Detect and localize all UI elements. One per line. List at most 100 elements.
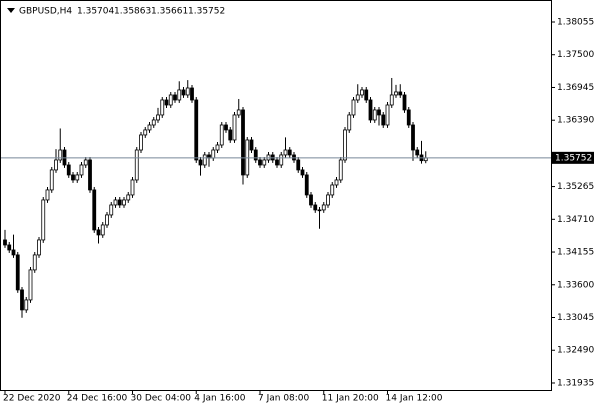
candle-body (177, 89, 182, 101)
candle-body (32, 254, 37, 271)
candle-body (24, 299, 29, 311)
candle-body (330, 184, 335, 196)
candle-body (262, 159, 267, 166)
candle-body (300, 169, 305, 176)
candle-body (406, 109, 411, 126)
candle-body (338, 159, 343, 181)
candle-body (168, 94, 173, 106)
candle-body (394, 91, 398, 96)
candle-body (287, 149, 292, 156)
candle-body (296, 159, 301, 171)
candle-body (313, 204, 318, 211)
candle-body (398, 91, 403, 96)
candle-body (415, 149, 420, 156)
candle-body (309, 194, 313, 206)
candle-body (377, 109, 381, 116)
header-close: 1.35752 (188, 7, 225, 17)
candle-body (211, 149, 216, 159)
candle-body (360, 89, 364, 96)
candle-body (347, 114, 352, 131)
candle-body (283, 149, 288, 156)
candle-body (100, 224, 105, 236)
header-open: 1.35704 (77, 7, 114, 17)
x-tick-label: 30 Dec 04:00 (131, 394, 192, 404)
candle-body (113, 199, 118, 206)
candle-body (304, 174, 309, 196)
candle-body (160, 99, 165, 116)
candle-body (88, 159, 92, 191)
plot-frame (0, 0, 552, 391)
candle-body (202, 154, 207, 166)
candle-body (321, 204, 326, 211)
candle-body (147, 124, 152, 131)
candle-body (28, 269, 33, 301)
candle-body (317, 209, 322, 212)
candle-body (194, 99, 199, 161)
candle-body (279, 154, 284, 166)
x-tick-label: 11 Jan 20:00 (322, 394, 379, 404)
candle-body (79, 164, 84, 176)
candle-body (334, 179, 339, 186)
candle-body (215, 144, 220, 151)
candle-body (185, 87, 190, 96)
candle-body (219, 124, 224, 146)
price-label-box (552, 151, 594, 164)
header-low: 1.35661 (151, 7, 188, 17)
y-tick-label: 1.37500 (557, 50, 594, 60)
candle-body (364, 89, 369, 101)
candle-body (198, 159, 203, 166)
y-tick-label: 1.34155 (557, 248, 594, 258)
candle-body (41, 199, 46, 241)
candle-body (402, 94, 407, 111)
candle-body (389, 94, 394, 106)
price-label: 1.35752 (555, 153, 592, 163)
candle-body (83, 159, 88, 166)
candle-body (355, 94, 360, 101)
candle-body (45, 189, 50, 201)
y-tick-label: 1.32490 (557, 346, 594, 356)
candle-body (105, 214, 109, 226)
y-tick-label: 1.31935 (557, 378, 594, 388)
candle-body (236, 109, 241, 116)
y-tick-label: 1.34710 (557, 215, 594, 225)
candle-body (130, 179, 135, 196)
candle-body (75, 174, 80, 181)
candle-body (11, 249, 16, 256)
candle-body (181, 89, 186, 96)
symbol: GBPUSD,H4 (19, 7, 72, 17)
x-tick-label: 22 Dec 2020 (3, 394, 61, 404)
candle-body (190, 87, 194, 101)
candle-body (151, 119, 156, 126)
candle-body (139, 134, 143, 151)
candle-body (3, 239, 7, 246)
candle-body (258, 159, 262, 166)
y-tick-label: 1.38055 (557, 18, 594, 28)
y-tick-label: 1.36390 (557, 116, 594, 126)
menu-icon[interactable] (7, 8, 15, 13)
candle-body (385, 104, 390, 126)
candle-body (372, 109, 377, 121)
y-tick-label: 1.36945 (557, 83, 594, 93)
candle-body (368, 99, 373, 121)
candle-body (54, 159, 58, 171)
candle-body (228, 129, 233, 141)
candle-body (134, 149, 139, 181)
candle-body (20, 289, 24, 311)
x-tick-label: 4 Jan 16:00 (194, 394, 246, 404)
candle-body (92, 189, 97, 231)
x-tick-label: 24 Dec 16:00 (67, 394, 128, 404)
candle-body (275, 159, 279, 166)
x-tick-label: 14 Jan 12:00 (386, 394, 443, 404)
candle-body (249, 139, 254, 151)
candle-body (381, 114, 386, 126)
candle-body (58, 149, 63, 161)
y-tick-label: 1.35265 (557, 182, 594, 192)
candle-body (411, 124, 415, 151)
candle-body (143, 129, 148, 136)
candle-body (37, 239, 41, 256)
candle-body (343, 129, 347, 161)
candle-body (164, 99, 169, 106)
y-tick-label: 1.33600 (557, 280, 594, 290)
candle-body (96, 229, 101, 236)
